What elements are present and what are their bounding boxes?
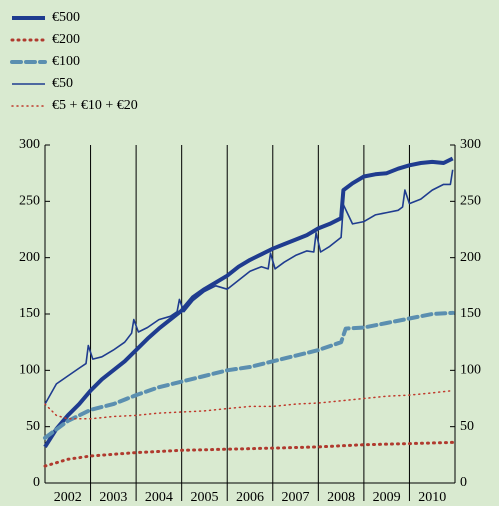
y2-tick-label: 250 (460, 194, 481, 209)
line-series (43, 440, 455, 468)
line-series (44, 169, 454, 405)
line-series (43, 156, 454, 448)
legend-label: €100 (52, 54, 80, 69)
y2-tick-label: 300 (460, 137, 481, 152)
y2-tick-label: 200 (460, 250, 481, 265)
y-tick-label: 200 (19, 250, 40, 265)
y-tick-label: 300 (19, 137, 40, 152)
x-tick-label: 2007 (282, 490, 310, 505)
y-tick-label: 50 (26, 419, 40, 434)
line-series (43, 310, 455, 440)
x-tick-label: 2009 (373, 490, 401, 505)
y-tick-label: 250 (19, 194, 40, 209)
y2-tick-label: 50 (460, 419, 474, 434)
x-tick-label: 2010 (418, 490, 446, 505)
legend-label: €500 (52, 10, 80, 25)
y2-tick-label: 150 (460, 306, 481, 321)
y-tick-label: 150 (19, 306, 40, 321)
x-tick-label: 2003 (99, 490, 127, 505)
line-series (44, 389, 454, 420)
x-tick-label: 2005 (190, 490, 218, 505)
legend-label: €200 (52, 32, 80, 47)
legend-label: €5 + €10 + €20 (52, 98, 138, 113)
x-tick-label: 2002 (54, 490, 82, 505)
y2-tick-label: 0 (460, 475, 467, 490)
y2-tick-label: 100 (460, 363, 481, 378)
y-tick-label: 100 (19, 363, 40, 378)
x-tick-label: 2008 (327, 490, 355, 505)
y-tick-label: 0 (33, 475, 40, 490)
legend-label: €50 (52, 76, 73, 91)
x-tick-label: 2004 (145, 490, 173, 505)
x-tick-label: 2006 (236, 490, 264, 505)
